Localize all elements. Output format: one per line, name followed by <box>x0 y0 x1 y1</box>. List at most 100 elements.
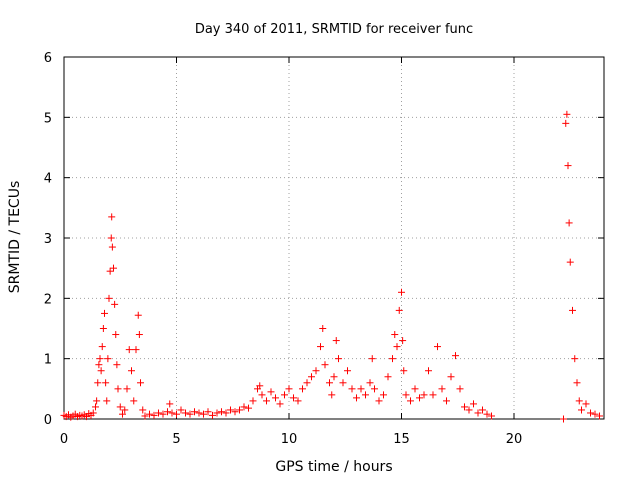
data-point <box>353 394 360 402</box>
data-point <box>411 385 419 393</box>
data-point <box>573 379 581 387</box>
data-point <box>137 379 144 387</box>
y-tick-label: 4 <box>44 172 52 187</box>
x-tick-label: 0 <box>60 432 68 447</box>
data-point <box>488 412 495 420</box>
data-point <box>249 397 257 405</box>
data-point <box>272 394 279 402</box>
data-point <box>94 379 102 387</box>
data-point <box>416 394 423 402</box>
data-point <box>106 267 114 275</box>
x-tick-label: 20 <box>506 432 523 447</box>
data-point <box>119 410 126 418</box>
data-point <box>95 361 103 369</box>
data-point <box>290 394 297 402</box>
data-point <box>560 415 567 423</box>
data-point <box>276 400 284 408</box>
data-point <box>204 408 212 416</box>
data-point <box>177 406 185 414</box>
data-point <box>328 391 336 399</box>
axis-ticks <box>63 56 604 420</box>
data-point <box>562 119 570 127</box>
data-point <box>407 397 414 405</box>
data-point <box>236 406 243 414</box>
data-point <box>222 409 230 417</box>
data-point <box>400 367 408 375</box>
data-point <box>191 408 198 416</box>
data-point <box>375 397 383 405</box>
data-point <box>113 361 121 369</box>
data-point <box>326 379 333 387</box>
data-point <box>447 373 455 381</box>
data-point <box>263 397 270 405</box>
y-tick-label: 6 <box>44 51 52 66</box>
data-point <box>93 397 101 405</box>
data-point <box>582 400 590 408</box>
data-point <box>308 373 315 381</box>
y-tick-label: 1 <box>44 353 52 368</box>
data-point <box>399 337 407 345</box>
data-point <box>587 409 594 417</box>
data-point <box>231 408 239 416</box>
data-point <box>429 391 437 399</box>
data-point <box>116 403 124 411</box>
data-point <box>89 409 97 417</box>
data-point <box>362 391 369 399</box>
data-point <box>99 325 107 332</box>
data-point <box>380 391 387 399</box>
data-point <box>402 391 410 399</box>
data-point <box>456 385 464 393</box>
data-point <box>371 385 378 393</box>
grid-lines <box>64 57 604 419</box>
data-point <box>186 410 194 418</box>
y-axis-label: SRMTID / TECUs <box>7 181 23 294</box>
data-point <box>98 343 106 351</box>
data-point <box>591 410 599 418</box>
data-point <box>299 385 306 393</box>
data-point <box>483 410 491 418</box>
data-point <box>159 410 167 418</box>
data-point <box>303 379 311 387</box>
data-point <box>452 352 459 360</box>
data-point <box>267 388 275 396</box>
data-point <box>563 110 571 118</box>
data-point <box>474 409 482 417</box>
data-point <box>438 385 446 393</box>
data-point <box>110 264 117 272</box>
data-point <box>312 367 320 375</box>
data-point <box>384 373 392 381</box>
data-point <box>112 331 120 339</box>
data-point <box>125 346 133 354</box>
data-point <box>130 397 138 405</box>
data-point <box>569 306 576 314</box>
data-point <box>479 406 486 414</box>
data-point <box>470 400 477 408</box>
data-point <box>321 361 329 369</box>
data-point <box>92 403 99 411</box>
x-tick-label: 5 <box>172 432 180 447</box>
data-point <box>121 406 129 414</box>
data-point <box>132 346 140 354</box>
data-point <box>566 258 574 266</box>
data-point <box>134 311 142 319</box>
data-point <box>168 409 176 417</box>
data-point <box>213 409 221 417</box>
data-point <box>339 379 347 387</box>
data-point <box>391 331 399 339</box>
data-point <box>146 410 153 418</box>
y-tick-label: 5 <box>44 111 52 126</box>
data-point <box>256 382 264 390</box>
data-point <box>141 412 149 420</box>
data-point <box>135 331 143 339</box>
data-point <box>461 403 468 411</box>
data-point <box>227 406 234 414</box>
data-point <box>344 367 351 375</box>
x-axis-label: GPS time / hours <box>275 459 392 475</box>
data-point <box>240 403 248 411</box>
data-point <box>218 408 225 416</box>
data-point <box>150 411 158 419</box>
data-point <box>285 385 293 393</box>
y-tick-label: 0 <box>44 413 52 428</box>
data-point <box>114 385 122 393</box>
